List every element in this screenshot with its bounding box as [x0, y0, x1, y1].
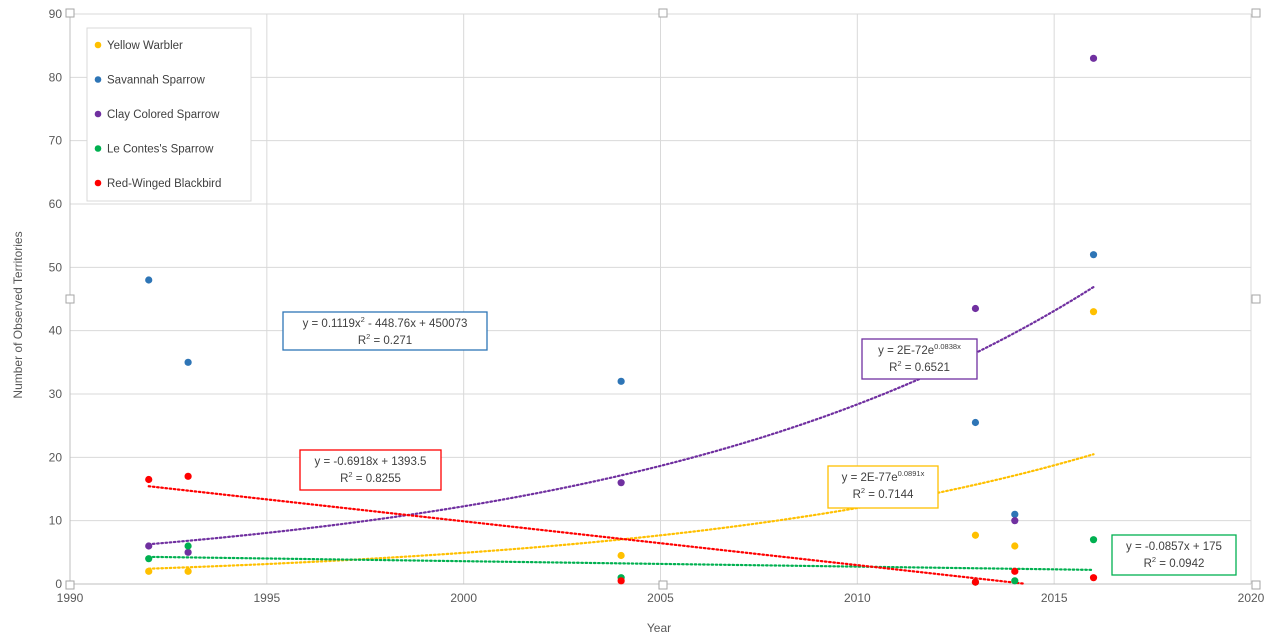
- savannah-sparrow-point: [617, 377, 625, 385]
- resize-handle[interactable]: [65, 294, 75, 304]
- legend-label: Le Contes's Sparrow: [107, 144, 214, 156]
- y-axis-ticks: 0 10 20 30 40 50 60 70 80 90: [49, 7, 63, 591]
- yellow-warbler-point: [184, 567, 192, 575]
- red-winged-blackbird-trendline: [147, 485, 1024, 585]
- clay-colored-sparrow-point: [145, 542, 153, 550]
- r-squared-text: R2 = 0.271: [358, 332, 412, 347]
- le-contes-s-sparrow-point: [1011, 577, 1019, 585]
- legend-marker: [94, 145, 102, 152]
- savannah-sparrow-point: [1011, 510, 1019, 518]
- x-axis-ticks: 1990 1995 2000 2005 2010 2015 2020: [57, 591, 1265, 605]
- x-tick-label: 2005: [647, 591, 674, 605]
- x-tick-label: 2000: [450, 591, 477, 605]
- y-tick-label: 70: [49, 134, 63, 148]
- legend-label: Savannah Sparrow: [107, 75, 206, 87]
- r-squared-text: R2 = 0.7144: [853, 486, 914, 501]
- le-contes-s-sparrow-point: [1089, 536, 1098, 544]
- y-tick-label: 0: [55, 577, 62, 591]
- x-tick-label: 1995: [253, 591, 280, 605]
- y-tick-label: 30: [49, 387, 63, 401]
- clay-colored-sparrow-point: [617, 479, 625, 487]
- x-tick-label: 2015: [1041, 591, 1068, 605]
- clay-colored-sparrow-point: [1011, 517, 1019, 525]
- y-tick-label: 20: [49, 450, 63, 464]
- savannah-sparrow-equation-box: y = 0.1119x2 - 448.76x + 450073 R2 = 0.27…: [282, 311, 488, 351]
- clay-colored-sparrow-point: [971, 304, 980, 313]
- legend-marker: [94, 179, 102, 187]
- data-points: [145, 54, 1098, 586]
- equation-text: y = 0.1119x2 - 448.76x + 450073: [303, 315, 468, 330]
- clay-colored-sparrow-point: [184, 548, 192, 556]
- legend-marker: [94, 110, 102, 118]
- r-squared-text: R2 = 0.6521: [889, 359, 950, 374]
- trendline-equations: y = 0.1119x2 - 448.76x + 450073 R2 = 0.27…: [282, 311, 1237, 576]
- clay-colored-sparrow-equation-box: y = 2E-72e0.0838x R2 = 0.6521: [861, 338, 978, 380]
- equation-text: y = -0.0857x + 175: [1126, 541, 1222, 553]
- red-winged-blackbird-point: [145, 475, 153, 484]
- y-tick-label: 10: [49, 514, 63, 528]
- red-winged-blackbird-point: [1089, 574, 1098, 582]
- savannah-sparrow-point: [145, 276, 153, 284]
- y-tick-label: 50: [49, 260, 63, 274]
- y-tick-label: 90: [49, 7, 63, 21]
- resize-handle[interactable]: [1251, 580, 1261, 590]
- y-tick-label: 80: [49, 70, 63, 84]
- legend: Yellow Warbler Savannah Sparrow Clay Color…: [86, 27, 252, 202]
- yellow-warbler-trendline: [147, 453, 1095, 570]
- resize-handle[interactable]: [65, 8, 75, 18]
- le-contes-s-sparrow-point: [145, 555, 153, 563]
- resize-handle[interactable]: [65, 580, 75, 590]
- r-squared-text: R2 = 0.0942: [1144, 555, 1205, 570]
- x-tick-label: 1990: [57, 591, 84, 605]
- legend-label: Clay Colored Sparrow: [107, 109, 220, 121]
- yellow-warbler-point: [145, 567, 153, 575]
- equation-text: y = -0.6918x + 1393.5: [315, 456, 427, 468]
- le-contes-s-sparrow-equation-box: y = -0.0857x + 175 R2 = 0.0942: [1111, 534, 1237, 576]
- y-tick-label: 60: [49, 197, 63, 211]
- legend-box: [86, 27, 252, 202]
- resize-handle[interactable]: [1251, 8, 1261, 18]
- legend-label: Red-Winged Blackbird: [107, 178, 221, 190]
- red-winged-blackbird-point: [1011, 567, 1019, 575]
- savannah-sparrow-point: [1089, 251, 1098, 259]
- y-axis-title: Number of Observed Territories: [11, 231, 25, 398]
- yellow-warbler-equation-box: y = 2E-77e0.0891x R2 = 0.7144: [827, 465, 939, 509]
- x-tick-label: 2010: [844, 591, 871, 605]
- legend-marker: [94, 76, 102, 83]
- yellow-warbler-point: [1011, 542, 1019, 550]
- yellow-warbler-point: [617, 551, 625, 560]
- clay-colored-sparrow-point: [1089, 54, 1098, 62]
- y-tick-label: 40: [49, 324, 63, 338]
- resize-handle[interactable]: [658, 8, 668, 18]
- le-contes-s-sparrow-trendline: [147, 555, 1095, 571]
- r-squared-text: R2 = 0.8255: [340, 470, 401, 485]
- yellow-warbler-point: [1089, 308, 1098, 316]
- selection-handles[interactable]: [65, 8, 1261, 590]
- legend-marker: [94, 41, 102, 49]
- x-axis-title: Year: [647, 621, 671, 635]
- red-winged-blackbird-point: [184, 472, 192, 480]
- red-winged-blackbird-point: [971, 578, 980, 586]
- equation-text: y = 2E-72e0.0838x: [878, 342, 961, 357]
- x-tick-label: 2020: [1238, 591, 1265, 605]
- equation-text: y = 2E-77e0.0891x: [842, 469, 925, 484]
- red-winged-blackbird-point: [617, 577, 625, 585]
- resize-handle[interactable]: [658, 580, 668, 590]
- savannah-sparrow-point: [184, 358, 192, 366]
- red-winged-blackbird-equation-box: y = -0.6918x + 1393.5 R2 = 0.8255: [299, 449, 442, 491]
- le-contes-s-sparrow-point: [184, 542, 192, 550]
- yellow-warbler-point: [971, 531, 980, 539]
- resize-handle[interactable]: [1251, 294, 1261, 304]
- savannah-sparrow-point: [971, 418, 980, 427]
- legend-label: Yellow Warbler: [107, 40, 183, 52]
